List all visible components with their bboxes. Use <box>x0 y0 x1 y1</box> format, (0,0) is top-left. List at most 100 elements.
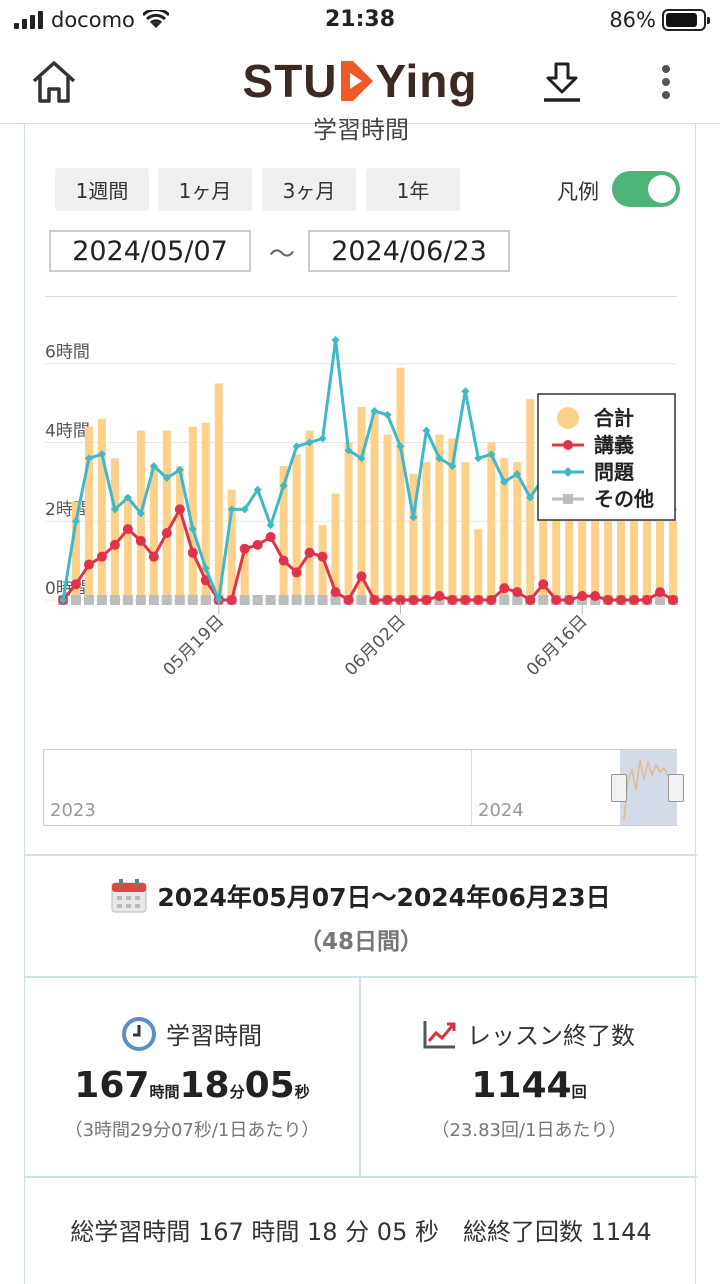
lecture-point <box>668 595 678 605</box>
problem-point <box>253 485 262 494</box>
bar-total <box>565 481 574 600</box>
bar-total <box>305 430 314 600</box>
summary-stats-section: 学習時間 167時間18分05秒 （3時間29分07秒/1日あたり） レッスン終… <box>25 976 697 1178</box>
y-tick-label: 4時間 <box>45 421 90 441</box>
point-other <box>330 595 341 605</box>
lesson-unit: 回 <box>571 1083 587 1101</box>
problem-point <box>123 493 132 502</box>
home-icon[interactable] <box>26 54 82 110</box>
problem-point <box>227 505 236 514</box>
signal-icon <box>14 11 43 29</box>
logo-text-left: STU <box>242 55 338 107</box>
period-button-1week[interactable]: 1週間 <box>55 168 149 211</box>
period-button-3months[interactable]: 3ヶ月 <box>262 168 356 211</box>
point-other <box>317 595 328 605</box>
bar-total <box>422 462 431 600</box>
problem-point <box>59 596 67 604</box>
bar-total <box>435 434 444 600</box>
problem-point <box>292 442 301 451</box>
bar-total <box>487 442 496 600</box>
point-other <box>70 595 81 605</box>
date-to-input[interactable]: 2024/06/23 <box>308 230 510 272</box>
bar-total <box>227 489 236 600</box>
bar-total <box>643 509 652 600</box>
minutes-unit: 分 <box>229 1083 245 1101</box>
lecture-point <box>122 524 133 535</box>
point-other <box>148 595 159 605</box>
lecture-point <box>83 559 94 570</box>
battery-icon <box>662 9 710 31</box>
bar-total <box>97 418 106 600</box>
problem-point <box>305 438 314 447</box>
lecture-point <box>317 551 328 562</box>
navigator-selection[interactable] <box>620 750 677 825</box>
navigator-handle-right[interactable] <box>668 774 684 802</box>
point-other <box>83 595 94 605</box>
carrier: docomo <box>51 8 135 32</box>
navigator-year-2024: 2024 <box>478 800 524 821</box>
download-icon[interactable] <box>534 54 590 110</box>
study-time-value: 167時間18分05秒 <box>25 1065 359 1106</box>
bar-total <box>500 458 509 600</box>
lecture-point <box>460 595 471 605</box>
problem-point <box>266 521 275 530</box>
lecture-point <box>603 595 614 605</box>
bar-total <box>357 407 366 600</box>
problem-point <box>513 469 522 478</box>
studying-logo[interactable]: STU Ying <box>0 54 720 108</box>
date-from-input[interactable]: 2024/05/07 <box>49 230 251 272</box>
period-button-1year[interactable]: 1年 <box>366 168 460 211</box>
toggle-knob <box>648 175 676 203</box>
problem-point <box>487 450 496 459</box>
more-vertical-icon[interactable] <box>638 54 694 110</box>
bar-total <box>292 454 301 600</box>
clock: 21:38 <box>324 7 396 32</box>
lecture-point <box>564 595 575 605</box>
legend-label: その他 <box>594 487 654 511</box>
study-minutes: 18 <box>179 1065 230 1106</box>
lesson-count-value: 1144回 <box>361 1065 697 1106</box>
lecture-point <box>356 571 367 582</box>
legend-toggle-label: 凡例 <box>557 180 599 204</box>
wifi-icon <box>142 10 169 28</box>
legend-marker-other <box>563 494 573 504</box>
date-separator: 〜 <box>269 240 296 270</box>
legend-label: 問題 <box>594 460 635 484</box>
point-other <box>499 595 510 605</box>
problem-point <box>240 505 249 514</box>
status-right: 86% <box>609 8 710 32</box>
point-other <box>304 595 315 605</box>
problem-point <box>422 426 431 435</box>
lecture-point <box>473 595 484 605</box>
lesson-count-average: （23.83回/1日あたり） <box>431 1120 627 1141</box>
study-time-label: 学習時間 <box>166 1022 262 1050</box>
lecture-point <box>486 595 497 605</box>
study-hours: 167 <box>74 1065 150 1106</box>
range-navigator[interactable]: 2023 2024 <box>43 749 684 826</box>
lecture-point <box>226 595 237 605</box>
legend-label: 講義 <box>594 433 634 457</box>
problem-point <box>331 336 340 345</box>
period-button-1month[interactable]: 1ヶ月 <box>158 168 252 211</box>
problem-point <box>526 493 535 502</box>
legend-toggle[interactable] <box>612 171 680 207</box>
divider <box>45 296 677 297</box>
problem-point <box>357 454 366 463</box>
bar-total <box>552 466 561 600</box>
bar-total <box>201 422 210 600</box>
lecture-point <box>499 583 510 594</box>
problem-point <box>383 410 392 419</box>
lesson-count-label: レッスン終了数 <box>467 1022 635 1050</box>
navigator-handle-left[interactable] <box>611 774 627 802</box>
lecture-point <box>382 595 393 605</box>
problem-point <box>71 517 80 526</box>
lecture-point <box>265 531 276 542</box>
lecture-point <box>577 591 588 602</box>
problem-point <box>344 446 353 455</box>
totals-section: 総学習時間 167 時間 18 分 05 秒 総終了回数 1144 <box>25 1176 697 1284</box>
point-other <box>96 595 107 605</box>
hours-unit: 時間 <box>149 1083 180 1101</box>
lecture-point <box>629 595 640 605</box>
lecture-point <box>590 591 601 602</box>
